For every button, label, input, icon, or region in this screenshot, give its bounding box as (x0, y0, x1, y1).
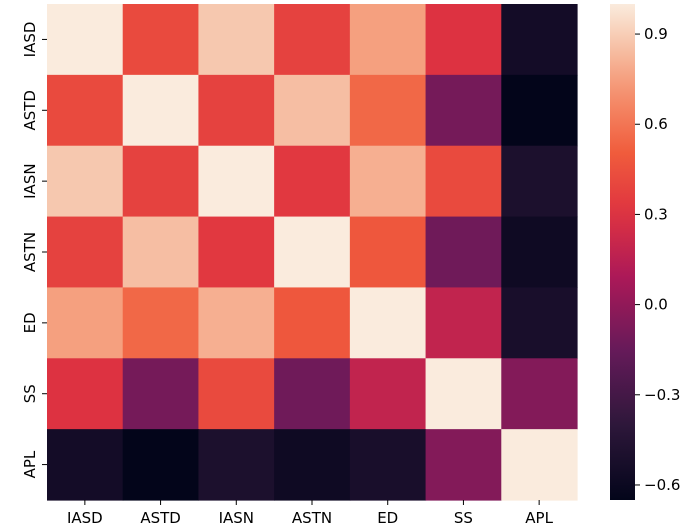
heatmap-cell (349, 287, 427, 359)
heatmap-cell (47, 429, 124, 501)
heatmap-cell (349, 358, 427, 430)
y-tick-label: ED (21, 312, 39, 333)
heatmap-cell (274, 358, 351, 430)
heatmap-cell (47, 4, 124, 76)
heatmap-cell (501, 287, 578, 359)
y-tick-label: SS (21, 384, 39, 403)
heatmap-cell (274, 4, 351, 76)
heatmap-cell (425, 358, 502, 430)
heatmap-cell (122, 74, 200, 147)
colorbar-tick-label: 0.9 (644, 25, 668, 43)
heatmap-cell (274, 145, 351, 218)
heatmap-cell (47, 358, 124, 430)
y-tick-label: ASTN (21, 232, 39, 272)
colorbar-tick-label: −0.6 (644, 476, 680, 494)
heatmap-cell (349, 216, 427, 289)
heatmap-cell (501, 429, 578, 501)
heatmap-cell (47, 287, 124, 359)
heatmap-cell (349, 429, 427, 501)
y-axis: IASD ASTD IASN ASTN ED SS APL (21, 22, 47, 478)
heatmap-cell (349, 145, 427, 218)
heatmap-cell (501, 358, 578, 430)
heatmap-cell (47, 74, 124, 147)
heatmap-cell (425, 4, 502, 76)
heatmap-cell (501, 216, 578, 289)
heatmap-cell (501, 4, 578, 76)
heatmap-cell (198, 145, 275, 218)
heatmap-cell (274, 429, 351, 501)
colorbar-tick-label: −0.3 (644, 386, 680, 404)
heatmap-cell (198, 429, 275, 501)
heatmap-cell (274, 74, 351, 147)
heatmap-cell (349, 74, 427, 147)
heatmap-cell (122, 145, 200, 218)
heatmap-cell (198, 4, 275, 76)
y-tick-label: ASTD (21, 90, 39, 130)
heatmap-cell (122, 216, 200, 289)
heatmap-cell (122, 429, 200, 501)
heatmap-cell (122, 4, 200, 76)
y-tick-label: IASN (21, 163, 39, 198)
x-tick-label: APL (525, 509, 553, 527)
x-tick-label: ASTN (292, 509, 332, 527)
colorbar-tick-label: 0.3 (644, 205, 668, 223)
heatmap-cells (47, 4, 578, 501)
heatmap-cell (425, 287, 502, 359)
heatmap-cell (198, 358, 275, 430)
colorbar-gradient (610, 4, 635, 500)
x-tick-label: ED (377, 509, 398, 527)
y-tick-label: IASD (21, 22, 39, 58)
heatmap-cell (425, 429, 502, 501)
heatmap-cell (198, 287, 275, 359)
heatmap-cell (274, 287, 351, 359)
heatmap-cell (47, 216, 124, 289)
x-axis: IASD ASTD IASN ASTN ED SS APL (67, 500, 554, 527)
heatmap-cell (122, 358, 200, 430)
heatmap-cell (501, 74, 578, 147)
heatmap-cell (425, 145, 502, 218)
heatmap-cell (198, 74, 275, 147)
colorbar: 0.9 0.6 0.3 0.0 −0.3 −0.6 (610, 4, 680, 500)
colorbar-tick-label: 0.6 (644, 115, 668, 133)
heatmap-cell (274, 216, 351, 289)
heatmap-cell (425, 74, 502, 147)
x-tick-label: SS (454, 509, 473, 527)
colorbar-tick-label: 0.0 (644, 296, 668, 314)
heatmap-cell (501, 145, 578, 218)
y-tick-label: APL (21, 450, 39, 478)
x-tick-label: IASD (67, 509, 103, 527)
x-tick-label: ASTD (140, 509, 181, 527)
heatmap-cell (349, 4, 427, 76)
x-tick-label: IASN (219, 509, 254, 527)
heatmap-cell (425, 216, 502, 289)
heatmap-cell (122, 287, 200, 359)
heatmap-cell (47, 145, 124, 218)
heatmap-cell (198, 216, 275, 289)
